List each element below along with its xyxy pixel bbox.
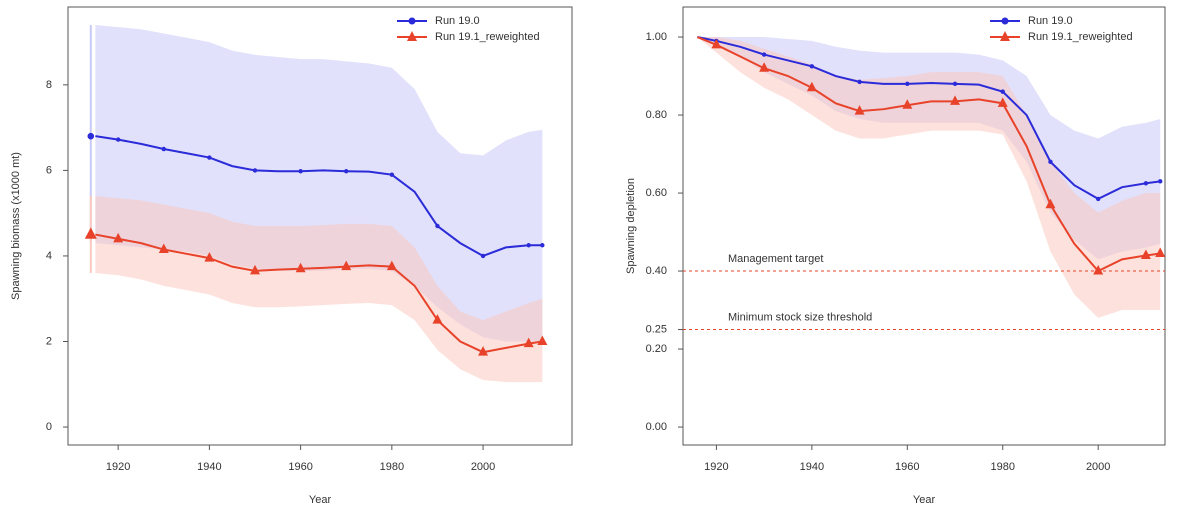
y-tick-label: 0.80 xyxy=(646,109,667,121)
marker xyxy=(905,81,910,87)
marker xyxy=(344,169,349,174)
y-tick-label: 1.00 xyxy=(646,31,667,43)
x-tick-label: 1960 xyxy=(288,461,312,473)
legend-marker xyxy=(1000,31,1010,41)
y-axis-label: Spawning depletion xyxy=(625,178,637,274)
marker xyxy=(480,253,486,259)
marker xyxy=(523,337,534,348)
marker xyxy=(806,81,817,92)
x-tick-label: 1980 xyxy=(380,461,404,473)
marker xyxy=(432,314,443,324)
x-tick-label: 2000 xyxy=(471,461,495,473)
marker xyxy=(1140,249,1151,259)
reference-label: Management target xyxy=(728,253,823,265)
reference-label: Minimum stock size threshold xyxy=(728,311,872,323)
y-tick-label: 0.20 xyxy=(646,343,667,355)
x-tick-label: 1920 xyxy=(106,461,130,473)
x-axis-label: Year xyxy=(913,494,936,506)
marker xyxy=(997,97,1008,107)
legend-label: Run 19.0 xyxy=(435,15,480,27)
marker xyxy=(526,243,531,248)
marker xyxy=(854,105,865,115)
x-tick-label: 1980 xyxy=(991,461,1015,473)
marker xyxy=(158,243,169,254)
marker xyxy=(1000,89,1005,94)
series-line xyxy=(696,36,1161,273)
marker xyxy=(389,172,395,177)
plot-frame xyxy=(682,6,1166,446)
marker xyxy=(711,38,722,49)
marker xyxy=(435,223,440,229)
confidence-band xyxy=(697,37,1161,318)
marker xyxy=(1143,181,1149,186)
y-tick-label: 0.40 xyxy=(646,265,667,277)
x-axis-label: Year xyxy=(309,494,332,506)
legend-marker xyxy=(408,17,416,25)
marker xyxy=(386,260,397,271)
marker xyxy=(902,99,913,109)
marker xyxy=(809,64,815,69)
marker xyxy=(857,79,862,85)
legend-label: Run 19.0 xyxy=(1028,15,1073,27)
legend-marker xyxy=(1001,17,1009,25)
marker xyxy=(204,252,215,262)
y-axis-label: Spawning biomass (x1000 mt) xyxy=(10,152,22,300)
marker xyxy=(1048,159,1053,165)
marker xyxy=(540,243,545,248)
plot-frame xyxy=(67,6,573,446)
marker xyxy=(1155,247,1166,257)
y-tick-label: 0.25 xyxy=(646,323,667,335)
series-line xyxy=(95,135,543,258)
marker xyxy=(113,232,124,243)
marker xyxy=(250,264,261,275)
y-tick-label: 2 xyxy=(46,335,52,347)
y-tick-label: 8 xyxy=(46,79,52,91)
confidence-band xyxy=(95,196,543,383)
marker xyxy=(478,346,489,356)
y-tick-label: 4 xyxy=(46,250,52,262)
marker xyxy=(207,155,212,160)
x-tick-label: 1960 xyxy=(895,461,919,473)
marker xyxy=(161,146,166,152)
marker xyxy=(950,95,961,105)
marker xyxy=(1095,196,1101,202)
y-tick-label: 0 xyxy=(46,421,52,433)
y-tick-label: 0.60 xyxy=(646,187,667,199)
series-line xyxy=(95,233,543,354)
marker xyxy=(761,52,767,57)
marker xyxy=(298,169,303,174)
x-tick-label: 1940 xyxy=(800,461,824,473)
y-tick-label: 6 xyxy=(46,164,52,176)
legend-marker xyxy=(407,31,417,41)
marker xyxy=(115,137,121,142)
marker xyxy=(537,335,548,345)
y-tick-label: 0.00 xyxy=(646,421,667,433)
marker xyxy=(84,227,97,239)
series-line xyxy=(697,36,1161,201)
marker xyxy=(341,260,352,271)
legend-label: Run 19.1_reweighted xyxy=(435,31,540,43)
marker xyxy=(759,62,770,72)
marker xyxy=(1093,265,1104,275)
marker xyxy=(1045,198,1056,209)
confidence-band xyxy=(95,24,543,342)
marker xyxy=(952,81,958,87)
x-tick-label: 2000 xyxy=(1086,461,1110,473)
marker xyxy=(252,168,258,173)
x-tick-label: 1940 xyxy=(197,461,221,473)
legend-label: Run 19.1_reweighted xyxy=(1028,31,1133,43)
x-tick-label: 1920 xyxy=(704,461,728,473)
marker xyxy=(87,132,95,140)
marker xyxy=(1158,179,1163,184)
marker xyxy=(295,262,306,273)
